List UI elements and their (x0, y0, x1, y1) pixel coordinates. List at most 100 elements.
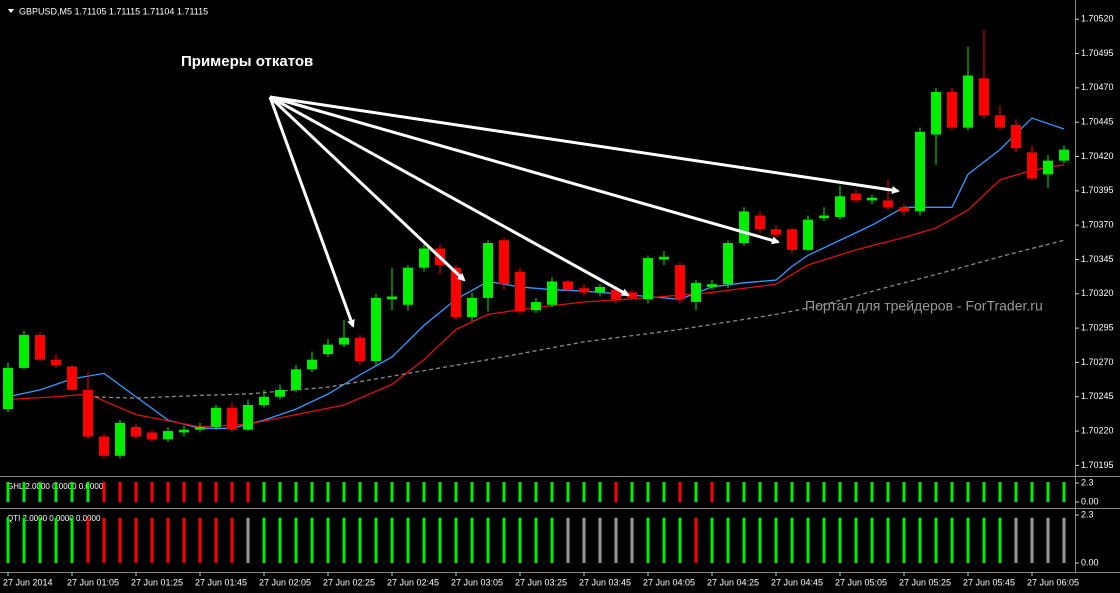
candle-body (595, 286, 605, 293)
histogram-bar (550, 517, 554, 563)
histogram-bar (614, 517, 618, 563)
candle-body (195, 426, 205, 430)
candle-body (387, 296, 397, 300)
panel-tick-label: 2.3 (1081, 509, 1094, 519)
y-tick-label: 1.70445 (1081, 117, 1114, 127)
histogram-bar (918, 517, 922, 563)
histogram-bar (54, 517, 58, 563)
histogram-bar (678, 517, 682, 563)
histogram-bar (646, 482, 650, 502)
x-tick-label: 27 Jun 02:05 (259, 577, 311, 587)
menu-triangle (8, 9, 14, 13)
histogram-bar (1046, 482, 1050, 502)
histogram-bar (598, 482, 602, 502)
y-tick-label: 1.70320 (1081, 288, 1114, 298)
candle-body (99, 436, 109, 456)
x-tick-label: 27 Jun 01:05 (67, 577, 119, 587)
histogram-bar (470, 482, 474, 502)
histogram-bar (534, 482, 538, 502)
histogram-bar (118, 482, 122, 502)
candle-body (243, 404, 253, 430)
histogram-bar (614, 482, 618, 502)
histogram-bar (102, 482, 106, 502)
histogram-bar (870, 517, 874, 563)
candle-body (819, 215, 829, 219)
candle-body (851, 193, 861, 201)
histogram-bar (726, 482, 730, 502)
candle-body (675, 264, 685, 300)
y-tick-label: 1.70420 (1081, 151, 1114, 161)
candle-body (163, 431, 173, 440)
histogram-bar (438, 482, 442, 502)
candle-body (51, 359, 61, 366)
histogram-bar (710, 517, 714, 563)
x-tick-label: 27 Jun 01:45 (195, 577, 247, 587)
arrow (269, 95, 630, 297)
histogram-bar (886, 482, 890, 502)
candle-body (1027, 152, 1037, 179)
histogram-bar (198, 482, 202, 502)
candle-body (339, 337, 349, 345)
histogram-bar (326, 517, 330, 563)
histogram-bar (694, 482, 698, 502)
ma-line (87, 239, 1065, 399)
histogram-bar (6, 482, 10, 502)
histogram-bar (358, 482, 362, 502)
histogram-bar (982, 482, 986, 502)
histogram-bar (518, 517, 522, 563)
candle-body (355, 337, 365, 362)
histogram-bar (486, 517, 490, 563)
histogram-bar (182, 482, 186, 502)
y-tick-label: 1.70520 (1081, 14, 1114, 24)
histogram-bar (950, 482, 954, 502)
y-tick-label: 1.70470 (1081, 82, 1114, 92)
x-tick-label: 27 Jun 04:05 (643, 577, 695, 587)
candle-body (3, 367, 13, 410)
histogram-bar (502, 517, 506, 563)
histogram-bar (934, 517, 938, 563)
histogram-bar (1014, 482, 1018, 502)
candle-body (451, 267, 461, 318)
histogram-bar (1030, 482, 1034, 502)
histogram-bar (86, 482, 90, 502)
histogram-bar (118, 517, 122, 563)
candle-body (771, 229, 781, 235)
histogram-bar (342, 482, 346, 502)
candle-body (419, 248, 429, 268)
histogram-bar (262, 517, 266, 563)
arrow (268, 96, 355, 328)
histogram-bar (278, 517, 282, 563)
histogram-bar (790, 517, 794, 563)
candle-body (739, 211, 749, 243)
histogram-bar (806, 482, 810, 502)
candle-body (35, 334, 45, 360)
candle-body (979, 78, 989, 116)
candle-body (643, 258, 653, 300)
histogram-bar (854, 482, 858, 502)
x-tick-label: 27 Jun 05:05 (835, 577, 887, 587)
histogram-bar (518, 482, 522, 502)
candle-body (707, 284, 717, 287)
histogram-bar (310, 482, 314, 502)
histogram-bar (838, 482, 842, 502)
histogram-bar (982, 517, 986, 563)
histogram-bar (262, 482, 266, 502)
x-tick-label: 27 Jun 04:25 (707, 577, 759, 587)
candle-body (787, 229, 797, 250)
candle-body (323, 344, 333, 355)
histogram-bar (710, 482, 714, 502)
histogram-bar (246, 517, 250, 563)
histogram-bar (134, 517, 138, 563)
histogram-bar (1062, 517, 1066, 563)
panel-tick-label: 0.00 (1081, 557, 1099, 567)
histogram-bar (742, 517, 746, 563)
histogram-bar (422, 517, 426, 563)
histogram-bar (566, 517, 570, 563)
histogram-bar (70, 482, 74, 502)
candle-body (515, 271, 525, 312)
histogram-bar (774, 517, 778, 563)
histogram-bar (534, 517, 538, 563)
y-tick-label: 1.70270 (1081, 357, 1114, 367)
